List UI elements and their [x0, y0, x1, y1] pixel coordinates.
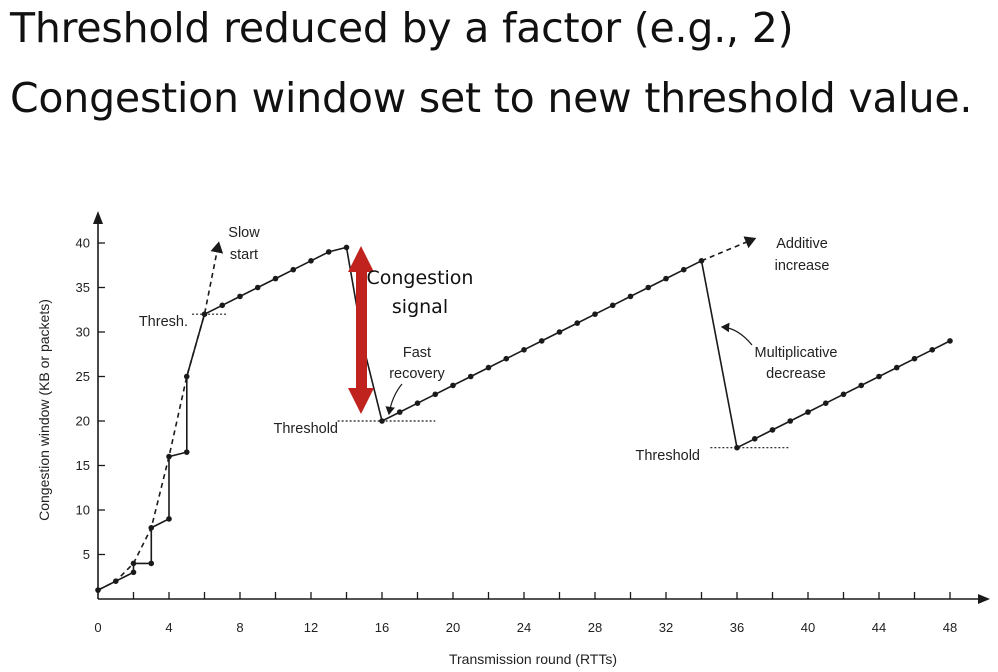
- data-point: [574, 320, 581, 326]
- slow-start-label: Slow: [228, 225, 260, 241]
- data-point: [592, 311, 598, 318]
- data-point: [130, 569, 137, 576]
- threshold-label: Threshold: [274, 421, 338, 437]
- data-point: [325, 249, 332, 255]
- data-point: [893, 364, 900, 371]
- data-point: [254, 284, 261, 291]
- x-tick-label: 20: [446, 620, 460, 635]
- additive-increase-label: increase: [775, 258, 830, 274]
- data-point: [183, 449, 190, 455]
- y-tick-label: 25: [76, 369, 90, 384]
- data-point: [432, 391, 439, 398]
- x-tick-label: 24: [517, 620, 531, 635]
- data-point: [627, 293, 634, 300]
- multiplicative-decrease-pointer: [720, 322, 753, 346]
- y-axis-arrowhead: [93, 211, 103, 224]
- data-point: [734, 444, 740, 451]
- x-tick-label: 4: [165, 620, 172, 635]
- data-point: [148, 560, 155, 567]
- y-tick-label: 30: [76, 325, 90, 340]
- x-tick-label: 0: [94, 620, 101, 635]
- x-tick-label: 32: [659, 620, 673, 635]
- data-point: [876, 373, 882, 380]
- data-point: [467, 373, 474, 380]
- x-tick-label: 8: [236, 620, 243, 635]
- data-point: [290, 266, 297, 273]
- x-tick-label: 12: [304, 620, 318, 635]
- y-tick-label: 5: [83, 547, 90, 562]
- data-point: [805, 409, 811, 415]
- data-point: [911, 355, 918, 362]
- threshold-label: Threshold: [636, 448, 700, 464]
- data-point: [521, 347, 527, 353]
- data-point: [858, 382, 865, 389]
- data-point: [503, 355, 510, 362]
- slide-title-line-2: Congestion window set to new threshold v…: [10, 74, 973, 122]
- data-point: [219, 302, 226, 309]
- data-point: [414, 400, 421, 407]
- data-point: [929, 347, 936, 353]
- data-point: [308, 258, 314, 264]
- dashed-projection-line: [701, 236, 757, 262]
- data-point: [538, 338, 545, 344]
- congestion-signal-arrow-down: [348, 388, 374, 414]
- data-point: [609, 302, 616, 309]
- x-axis-title: Transmission round (RTTs): [449, 651, 617, 667]
- y-tick-label: 40: [76, 236, 90, 251]
- data-point: [663, 275, 669, 282]
- data-point: [840, 391, 847, 398]
- fast-recovery-label: recovery: [389, 366, 445, 382]
- y-axis-title: Congestion window (KB or packets): [36, 299, 52, 521]
- data-point: [947, 338, 953, 344]
- data-point: [201, 311, 208, 318]
- y-tick-label: 20: [76, 414, 90, 429]
- data-point: [751, 436, 758, 442]
- data-point: [485, 364, 492, 371]
- data-point: [787, 418, 794, 424]
- data-point: [343, 244, 350, 251]
- additive-increase-label: Additive: [776, 236, 828, 252]
- y-tick-label: 15: [76, 458, 90, 473]
- data-point: [396, 409, 403, 415]
- congestion-window-line: [97, 246, 951, 591]
- fast-recovery-label: Fast: [403, 345, 431, 361]
- x-tick-label: 36: [730, 620, 744, 635]
- congestion-signal-label: signal: [392, 296, 448, 318]
- thresh-label: Thresh.: [139, 314, 188, 330]
- data-point: [166, 453, 172, 460]
- data-point: [822, 400, 829, 407]
- x-tick-label: 44: [872, 620, 886, 635]
- data-point: [166, 516, 172, 522]
- data-point: [645, 284, 652, 291]
- y-tick-label: 35: [76, 280, 90, 295]
- x-tick-label: 16: [375, 620, 389, 635]
- data-point: [680, 266, 687, 273]
- x-axis-arrowhead: [978, 594, 990, 604]
- data-point: [450, 382, 456, 389]
- slide-title-line-1: Threshold reduced by a factor (e.g., 2): [10, 4, 794, 52]
- data-point: [379, 418, 385, 424]
- congestion-signal-label: Congestion: [367, 267, 474, 289]
- multiplicative-decrease-label: Multiplicative: [755, 345, 838, 361]
- x-tick-label: 48: [943, 620, 957, 635]
- slow-start-label: start: [230, 247, 258, 263]
- data-point: [556, 329, 563, 335]
- fast-recovery-pointer: [385, 383, 403, 416]
- data-point: [183, 373, 190, 380]
- data-point: [769, 427, 776, 433]
- x-tick-label: 28: [588, 620, 602, 635]
- x-tick-label: 40: [801, 620, 815, 635]
- data-point: [272, 275, 279, 282]
- congestion-signal-arrow-shaft: [356, 268, 367, 390]
- data-point: [237, 293, 243, 300]
- congestion-signal-arrow-up: [348, 246, 374, 272]
- y-tick-label: 10: [76, 503, 90, 518]
- dashed-projection-line: [97, 241, 224, 591]
- multiplicative-decrease-label: decrease: [766, 366, 826, 382]
